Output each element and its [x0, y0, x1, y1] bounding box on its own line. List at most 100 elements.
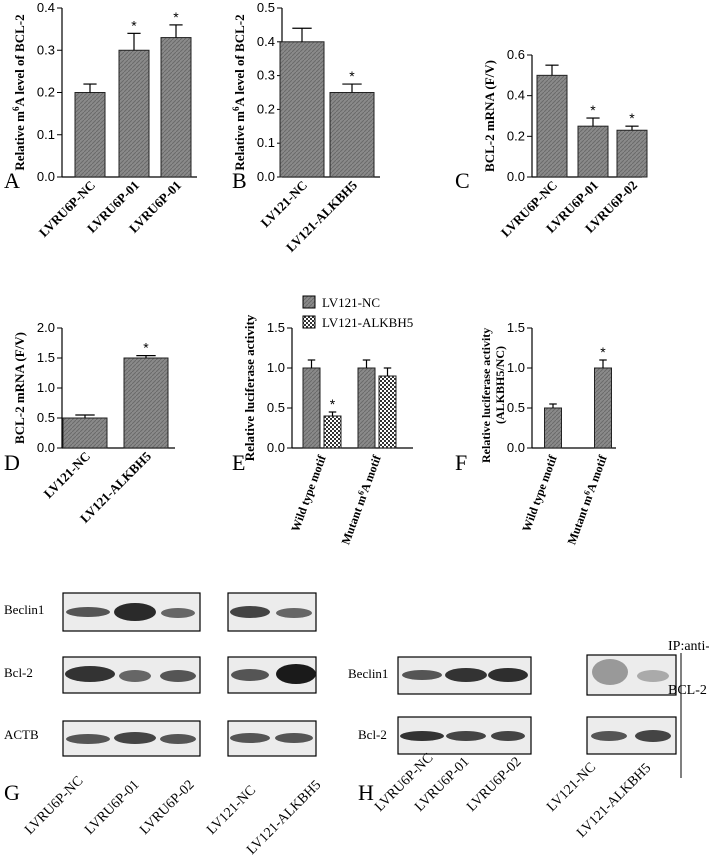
significance-star: *: [131, 17, 137, 33]
x-tick-label: Wild type motif: [288, 452, 329, 533]
y-tick-label: 0.3: [37, 42, 55, 57]
ip-label-line2: BCL-2: [668, 683, 707, 698]
band: [445, 668, 487, 682]
bar: [378, 375, 397, 449]
significance-star: *: [590, 102, 596, 118]
bar: [357, 367, 376, 449]
band: [276, 664, 316, 684]
blot-g-row-actb: ACTB: [4, 727, 39, 742]
legend-label-nc: LV121-NC: [322, 295, 380, 310]
bar: [616, 129, 648, 178]
band: [446, 731, 486, 741]
y-tick-label: 1.0: [507, 360, 525, 375]
x-tick-label: Mutant m6A motif: [564, 452, 610, 546]
y-tick-label: 0.0: [37, 440, 55, 455]
bar: [594, 367, 612, 449]
y-tick-label: 1.5: [507, 320, 525, 335]
y-tick-label: 0.5: [267, 400, 285, 415]
band: [637, 670, 669, 682]
significance-star: *: [629, 110, 635, 126]
blot-g-lane-4: LV121-NC: [204, 783, 259, 838]
y-axis-label: Relative m6A level of BCL-2: [231, 14, 247, 170]
y-axis-label: Relative luciferase activity: [479, 328, 493, 463]
bar: [544, 407, 562, 449]
y-tick-label: 1.5: [267, 320, 285, 335]
y-tick-label: 0.4: [507, 88, 525, 103]
x-tick-label: LV121-NC: [40, 449, 93, 502]
legend-swatch-alkbh5: [302, 315, 316, 329]
y-tick-label: 0.6: [507, 47, 525, 62]
band: [66, 734, 110, 744]
chart-b: 0.0 0.1 0.2 0.3 0.4 0.5 Relative m6A level of …: [231, 0, 380, 255]
y-tick-label: 0.0: [507, 169, 525, 184]
chart-d: 0.0 0.5 1.0 1.5 2.0 BCL-2 mRNA (F/V) LV121-NC *…: [12, 320, 175, 526]
blot-h-lane-4: LV121-NC: [544, 760, 599, 815]
blot-g-lane-1: LVRU6P-NC: [22, 774, 86, 838]
y-axis-label: Relative luciferase activity: [242, 314, 257, 461]
y-tick-label: 0.3: [257, 68, 275, 83]
blot-g-lane-5: LV121-ALKBH5: [244, 778, 324, 858]
blot-g-row-beclin1: Beclin1: [4, 602, 44, 617]
significance-star: *: [600, 344, 606, 360]
y-tick-label: 0.5: [37, 410, 55, 425]
y-tick-label: 0.0: [257, 169, 275, 184]
y-axis-label: BCL-2 mRNA (F/V): [482, 60, 497, 172]
western-blot-g: Beclin1 Bcl-2 ACTB LVRU6P-NC LVRU6P-01 L…: [4, 592, 324, 858]
panel-label-h: H: [358, 780, 374, 805]
band: [66, 607, 110, 617]
y-tick-label: 0.0: [37, 169, 55, 184]
band: [230, 733, 270, 743]
y-tick-label: 0.4: [37, 0, 55, 15]
band: [275, 733, 313, 743]
band: [491, 731, 525, 741]
bar: [329, 92, 375, 178]
significance-star: *: [349, 68, 355, 84]
bar: [577, 125, 609, 178]
significance-star: *: [143, 340, 149, 356]
band: [400, 731, 444, 741]
bar: [536, 74, 568, 178]
band: [635, 730, 671, 742]
x-tick-label: Mutant m6A motif: [338, 452, 384, 546]
blot-h-lane-3: LVRU6P-02: [464, 755, 524, 815]
x-tick-label: LV121-NC: [257, 178, 310, 231]
y-tick-label: 0.2: [257, 101, 275, 116]
band: [402, 670, 442, 680]
y-axis-label: Relative m6A level of BCL-2: [11, 14, 27, 170]
y-tick-label: 0.2: [37, 85, 55, 100]
legend-label-alkbh5: LV121-ALKBH5: [322, 315, 413, 330]
blot-h-row-beclin1: Beclin1: [348, 666, 388, 681]
panel-label-g: G: [4, 780, 20, 805]
ip-label-line1: IP:anti-: [668, 639, 709, 654]
blot-g-lane-3: LVRU6P-02: [137, 778, 197, 838]
x-tick-label: Wild type motif: [519, 452, 560, 533]
y-tick-label: 1.0: [267, 360, 285, 375]
western-blot-h: Beclin1 Bcl-2 IP:anti- BCL-2 LVRU6P-NC L…: [348, 639, 709, 841]
chart-f: 0.0 0.5 1.0 1.5 Relative luciferase activity…: [479, 320, 616, 547]
y-tick-label: 0.0: [267, 440, 285, 455]
band: [592, 659, 628, 685]
panel-label-e: E: [232, 450, 245, 475]
bar: [160, 37, 192, 178]
y-axis-label: BCL-2 mRNA (F/V): [12, 332, 27, 444]
band: [488, 668, 528, 682]
y-tick-label: 0.1: [37, 127, 55, 142]
panel-label-a: A: [4, 168, 20, 193]
legend-e: LV121-NC LV121-ALKBH5: [302, 295, 413, 330]
band: [160, 734, 196, 744]
band: [114, 603, 156, 621]
band: [161, 608, 195, 618]
panel-label-f: F: [455, 450, 467, 475]
band: [114, 732, 156, 744]
panel-label-d: D: [4, 450, 20, 475]
y-tick-label: 0.4: [257, 34, 275, 49]
bar: [123, 357, 169, 449]
band: [231, 669, 269, 681]
y-tick-label: 1.5: [37, 350, 55, 365]
chart-e: 0.0 0.5 1.0 1.5 Relative luciferase activity…: [242, 314, 413, 547]
y-axis-label-line2: (ALKBH5/NC): [493, 346, 507, 424]
chart-a: 0.0 0.1 0.2 0.3 0.4 Relative m6A level of BCL…: [11, 0, 197, 240]
band: [591, 731, 627, 741]
band: [119, 670, 151, 682]
